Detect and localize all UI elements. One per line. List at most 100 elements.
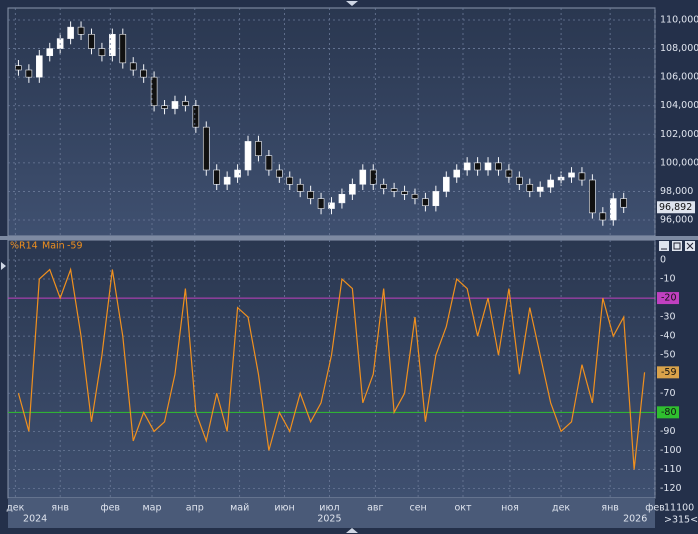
candle-body (411, 193, 419, 199)
candle-body (589, 179, 596, 214)
x-axis-strip (8, 498, 655, 528)
level-box (657, 292, 679, 305)
scale-hint: >315< (664, 515, 698, 526)
scale-value: 11100 (664, 503, 694, 514)
candle-body (161, 105, 168, 109)
candle-body (495, 162, 502, 171)
y-tick-label: 96,000 (660, 215, 693, 226)
indicator-title: %R14 (10, 241, 38, 252)
candle-body (109, 33, 116, 57)
x-tick-label: фев (100, 503, 120, 514)
candle-body (255, 141, 262, 157)
candle-body (484, 162, 492, 171)
splitter[interactable] (0, 236, 698, 240)
candle-body (67, 26, 74, 39)
x-tick-label: янв (51, 503, 69, 514)
candle-body (171, 101, 179, 109)
candle-body (46, 48, 54, 57)
candle-body (244, 141, 252, 171)
candle-body (296, 183, 304, 192)
icon (673, 242, 681, 250)
x-tick-label: июл (319, 503, 339, 514)
x-tick-label: июн (274, 503, 294, 514)
candle-body (401, 191, 408, 195)
x-tick-label: сен (409, 503, 426, 514)
candle-body (88, 33, 95, 49)
x-tick-label: мар (142, 503, 161, 514)
candle-body (609, 198, 617, 221)
x-tick-label: дек (6, 503, 24, 514)
y-tick-label: 106,000 (660, 72, 698, 83)
candle-body (192, 105, 200, 128)
candle-body (526, 183, 534, 192)
left-handle[interactable] (1, 262, 6, 270)
year-label: 2025 (317, 514, 341, 525)
last-price-label: 96,892 (659, 202, 692, 213)
candle-body (119, 33, 127, 64)
series-line (17, 267, 646, 470)
y-tick-label: 100,000 (660, 157, 698, 168)
candle-body (15, 65, 22, 71)
last-value-box (657, 366, 679, 379)
series-last-value: -59 (67, 241, 83, 252)
candle-body (202, 126, 210, 171)
y-tick-label: -100 (660, 445, 682, 456)
candle-body (328, 202, 335, 209)
x-tick-label: дек (552, 503, 570, 514)
candle-body (380, 183, 387, 189)
candle-body (307, 191, 314, 199)
candle-body (140, 69, 147, 78)
last-price-box (657, 201, 695, 214)
y-tick-label: -30 (660, 312, 676, 323)
level-box (657, 406, 679, 419)
candle-body (213, 169, 221, 185)
y-tick-label: 110,000 (660, 15, 698, 26)
candle-body (359, 169, 367, 185)
candle-body (286, 176, 294, 185)
candle-body (25, 69, 33, 78)
level-label: -20 (661, 293, 677, 304)
x-tick-label: фев (645, 503, 665, 514)
y-tick-label: 98,000 (660, 186, 693, 197)
candle-body (547, 179, 554, 188)
candle-body (578, 172, 586, 181)
minimize-button[interactable] (659, 241, 669, 251)
y-tick-label: 108,000 (660, 43, 698, 54)
indicator-panel (7, 239, 656, 499)
candle-body (276, 169, 283, 178)
candle-body (369, 169, 377, 185)
bottom-handle[interactable] (346, 528, 358, 533)
candle-body (536, 186, 544, 192)
level-label: -80 (661, 407, 677, 418)
y-tick-label: -90 (660, 426, 676, 437)
candle-body (150, 76, 158, 107)
candle-body (234, 169, 241, 178)
candle-body (432, 191, 440, 207)
candle-body (129, 62, 137, 71)
maximize-button[interactable] (672, 241, 682, 251)
x-tick-label: окт (454, 503, 472, 514)
y-tick-label: -110 (660, 464, 682, 475)
window-buttons (659, 241, 695, 251)
candle-body (36, 55, 43, 78)
candle-body (317, 198, 325, 209)
candle-body (442, 176, 450, 192)
y-tick-label: 0 (660, 254, 666, 265)
y-tick-label: -120 (660, 483, 682, 494)
year-label: 2024 (23, 514, 47, 525)
year-label: 2026 (623, 514, 647, 525)
candle-body (463, 162, 471, 171)
x-tick-label: янв (601, 503, 619, 514)
y-tick-label: -70 (660, 388, 676, 399)
top-handle[interactable] (346, 1, 358, 6)
candle-body (98, 48, 106, 57)
candle-body (182, 101, 189, 107)
candle-body (77, 26, 85, 35)
candle-body (505, 169, 513, 178)
candle-body (474, 162, 481, 171)
candle-body (349, 183, 356, 195)
candle-body (223, 176, 231, 185)
series-name: Main (42, 241, 65, 252)
x-tick-label: авг (367, 503, 383, 514)
